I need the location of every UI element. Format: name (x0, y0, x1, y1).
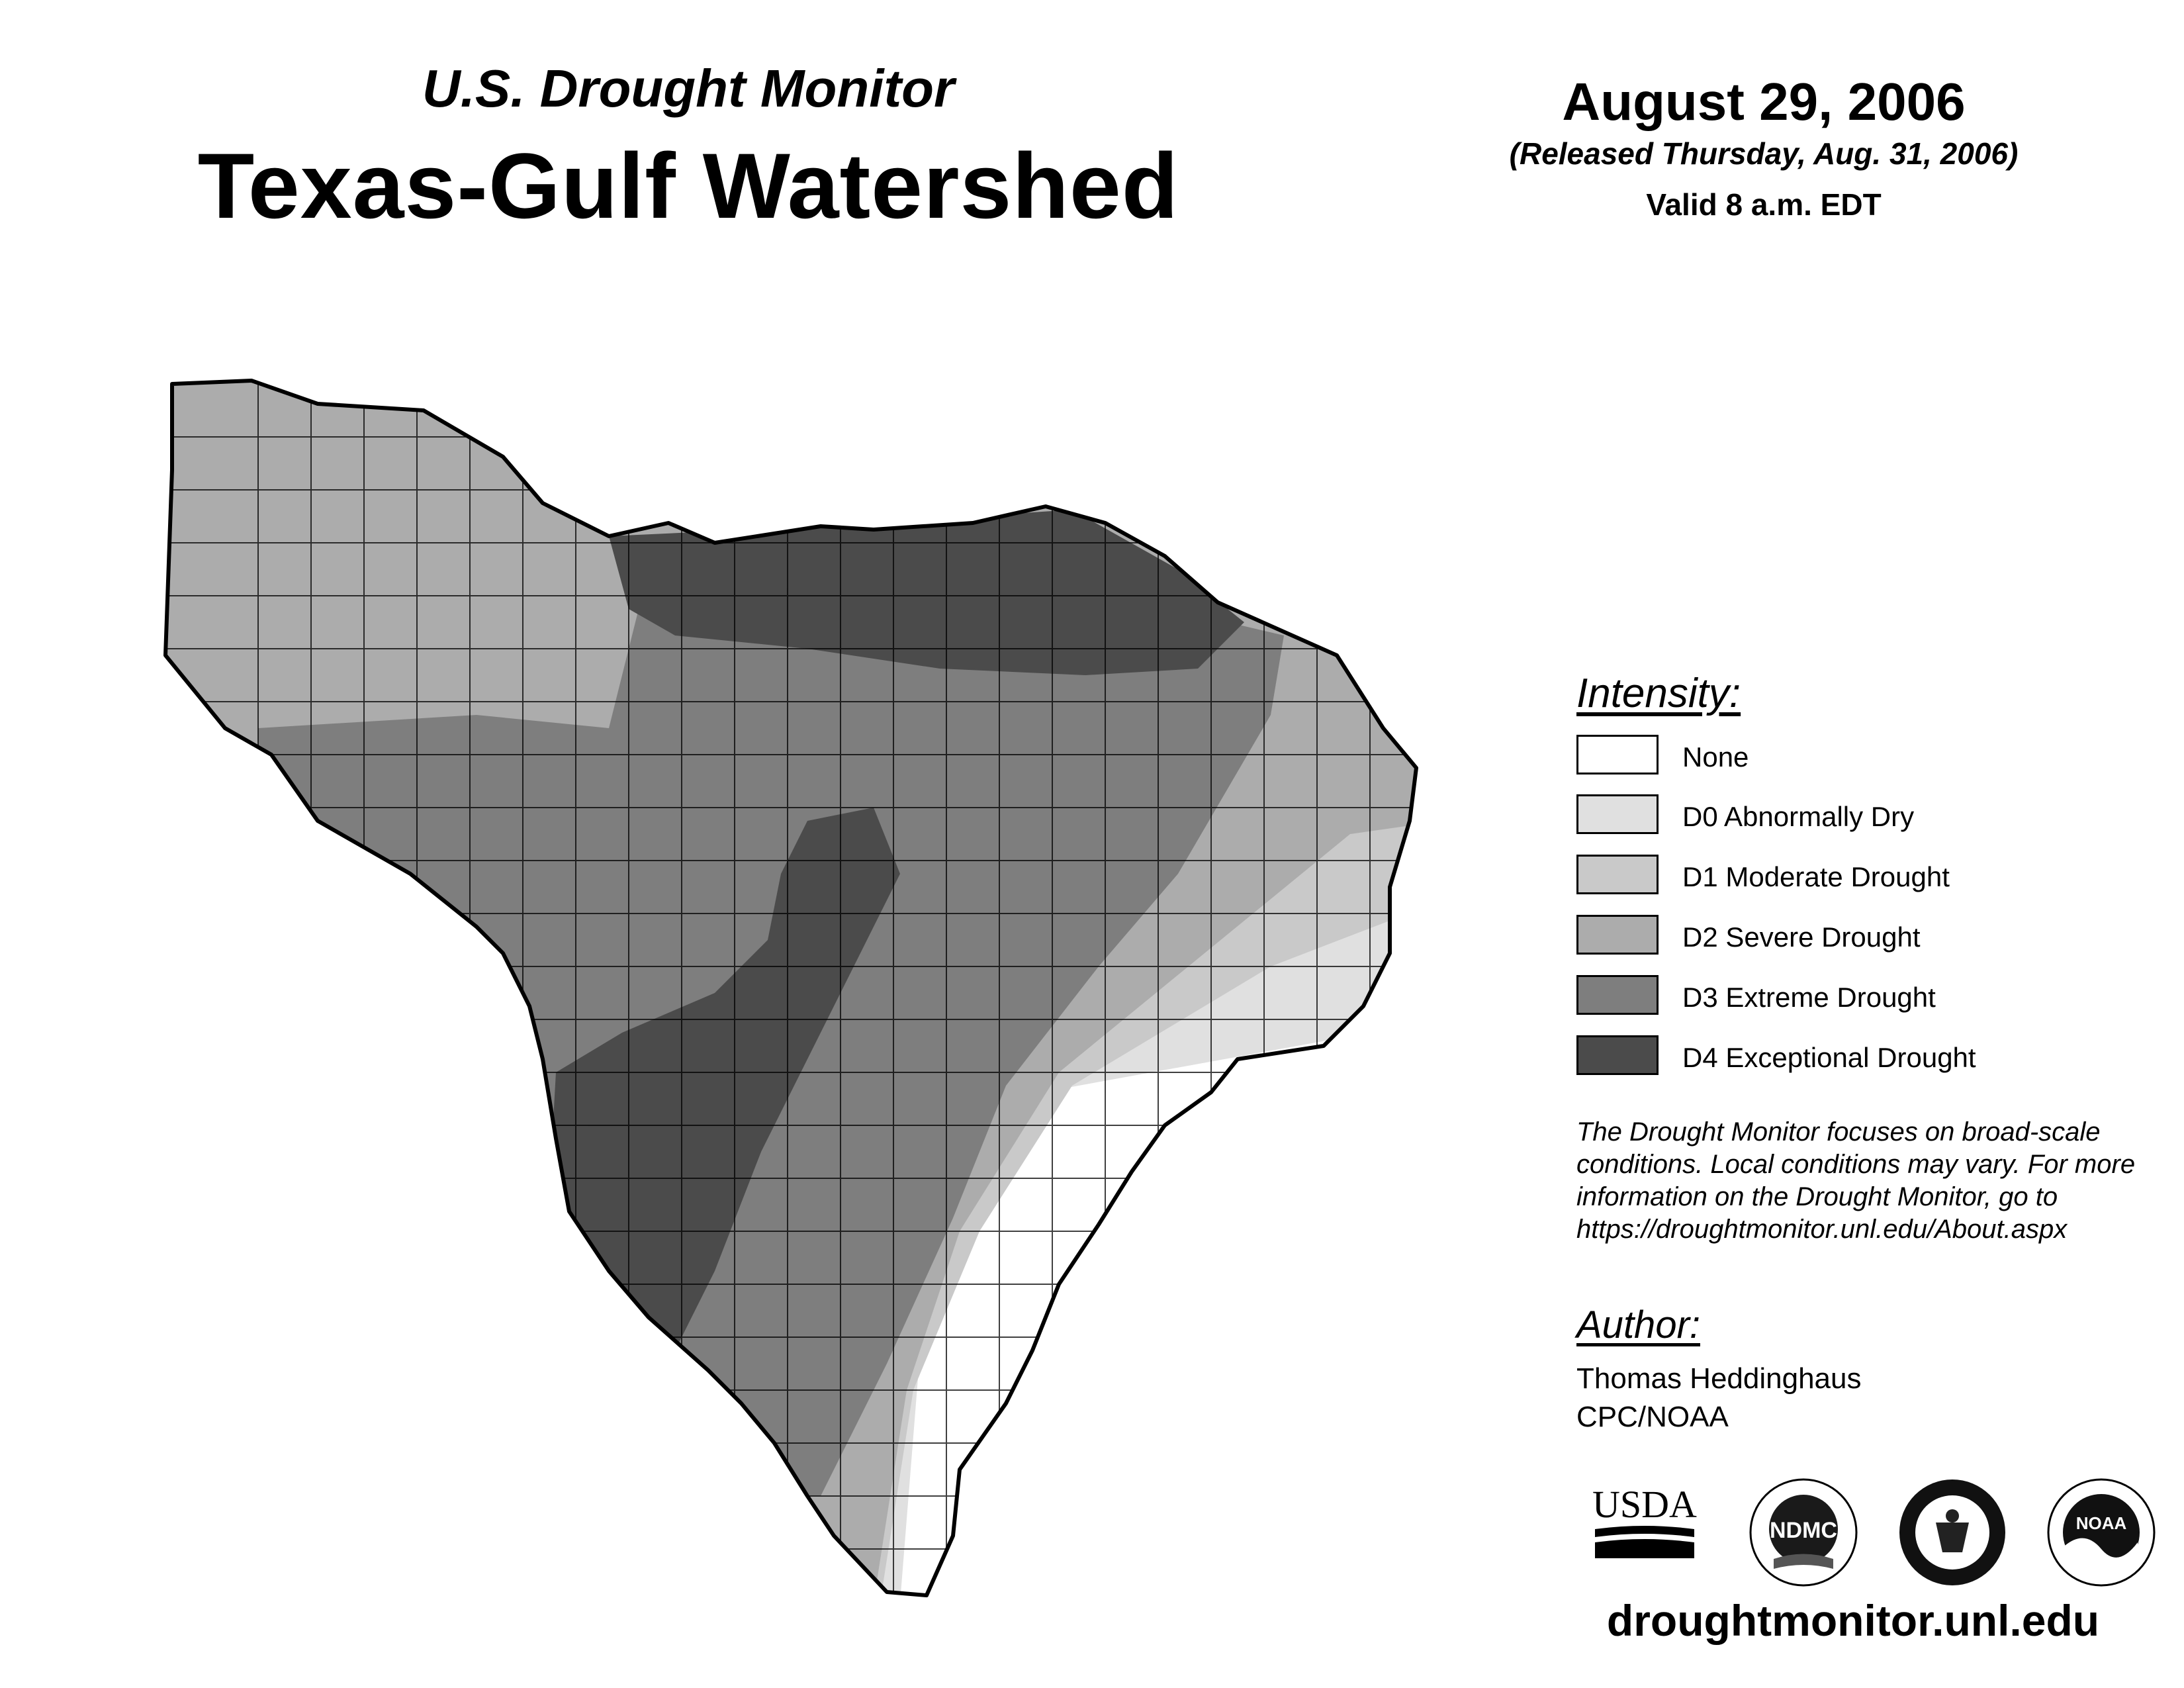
note-line: conditions. Local conditions may vary. F… (1576, 1150, 2136, 1179)
author-name: Thomas Heddinghaus (1576, 1362, 1862, 1395)
map-title: Texas-Gulf Watershed (197, 134, 1179, 238)
zone-d4-south (549, 808, 900, 1390)
release-date: (Released Thursday, Aug. 31, 2006) (1509, 136, 2019, 171)
legend-label-none: None (1682, 741, 1749, 773)
ndmc-logo-icon: NDMC (1749, 1478, 1858, 1587)
valid-time: Valid 8 a.m. EDT (1646, 187, 1882, 222)
drought-map (163, 379, 1418, 1597)
ndmc-logo-text: NDMC (1770, 1518, 1837, 1543)
watershed-boundary (163, 379, 1418, 1597)
map-date: August 29, 2006 (1562, 72, 1966, 131)
note-line: information on the Drought Monitor, go t… (1576, 1182, 2058, 1211)
noaa-logo-icon: NOAA (2047, 1478, 2156, 1587)
legend-title: Intensity: (1576, 671, 1741, 716)
usda-logo-text: USDA (1592, 1483, 1697, 1526)
legend-label-d2: D2 Severe Drought (1682, 921, 1921, 953)
legend-swatch-none (1576, 735, 1659, 774)
legend-swatch-d2 (1576, 915, 1659, 955)
usda-logo-icon: USDA (1592, 1483, 1697, 1558)
note-line: The Drought Monitor focuses on broad-sca… (1576, 1117, 2101, 1147)
author-org: CPC/NOAA (1576, 1401, 1729, 1433)
disclaimer-note: The Drought Monitor focuses on broad-sca… (1576, 1116, 2172, 1246)
legend-swatch-d0 (1576, 794, 1659, 834)
legend-label-d3: D3 Extreme Drought (1682, 982, 1936, 1013)
map-subtitle: U.S. Drought Monitor (422, 59, 955, 118)
legend-label-d4: D4 Exceptional Drought (1682, 1042, 1976, 1073)
commerce-seal-icon (1899, 1479, 2005, 1585)
author-heading: Author: (1576, 1303, 1700, 1346)
legend-swatch-d4 (1576, 1035, 1659, 1075)
noaa-logo-text: NOAA (2076, 1513, 2127, 1533)
footer-site-link[interactable]: droughtmonitor.unl.edu (1606, 1596, 2100, 1645)
legend-swatch-d3 (1576, 975, 1659, 1015)
legend-label-d1: D1 Moderate Drought (1682, 861, 1950, 892)
legend-label-d0: D0 Abnormally Dry (1682, 801, 1915, 832)
legend-swatch-d1 (1576, 855, 1659, 894)
zone-d4-north (609, 510, 1244, 675)
note-link[interactable]: https://droughtmonitor.unl.edu/About.asp… (1576, 1215, 2068, 1244)
